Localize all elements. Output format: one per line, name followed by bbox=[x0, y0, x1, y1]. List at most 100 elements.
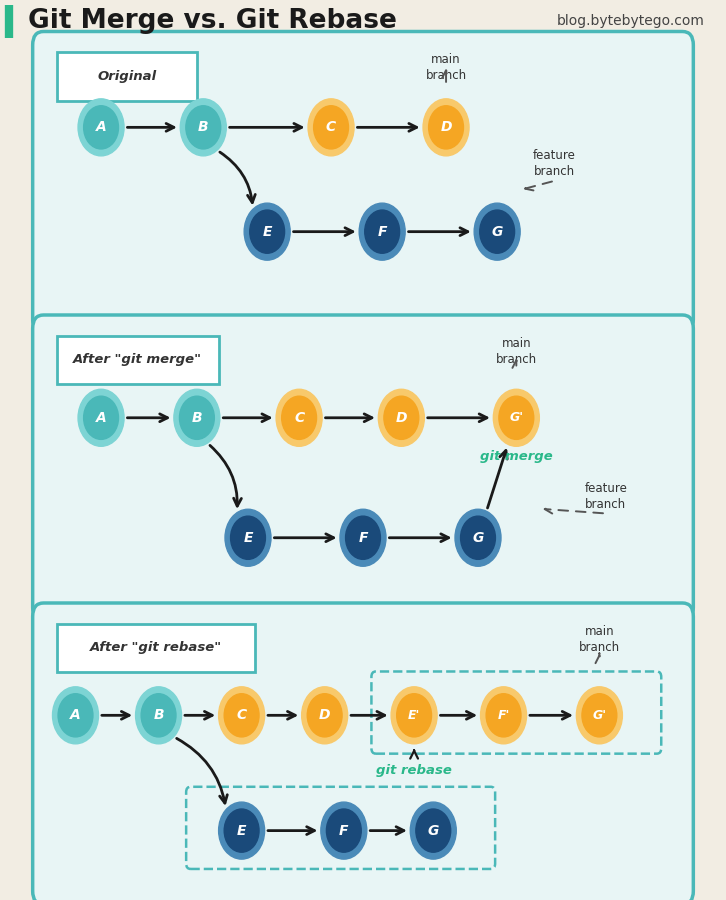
Circle shape bbox=[396, 694, 431, 737]
Circle shape bbox=[136, 687, 182, 743]
Text: Git Merge vs. Git Rebase: Git Merge vs. Git Rebase bbox=[28, 8, 396, 33]
FancyArrowPatch shape bbox=[102, 711, 129, 719]
Circle shape bbox=[314, 106, 348, 149]
Circle shape bbox=[219, 802, 264, 859]
Text: C: C bbox=[326, 121, 336, 134]
Text: G: G bbox=[428, 824, 439, 838]
Text: D: D bbox=[440, 121, 452, 134]
Circle shape bbox=[384, 396, 419, 439]
Circle shape bbox=[499, 396, 534, 439]
Text: F: F bbox=[358, 531, 368, 544]
Text: C: C bbox=[237, 708, 247, 723]
FancyArrowPatch shape bbox=[409, 228, 468, 236]
Text: G': G' bbox=[592, 709, 606, 722]
Circle shape bbox=[78, 390, 124, 446]
Circle shape bbox=[174, 390, 220, 446]
Circle shape bbox=[83, 396, 118, 439]
Circle shape bbox=[52, 687, 99, 743]
Circle shape bbox=[359, 203, 405, 260]
Circle shape bbox=[78, 99, 124, 156]
FancyArrowPatch shape bbox=[127, 123, 174, 131]
Circle shape bbox=[416, 809, 451, 852]
Circle shape bbox=[480, 210, 515, 253]
Text: D: D bbox=[319, 708, 330, 723]
Circle shape bbox=[346, 516, 380, 560]
Circle shape bbox=[321, 802, 367, 859]
Text: feature
branch: feature branch bbox=[584, 482, 627, 511]
Circle shape bbox=[282, 396, 317, 439]
Circle shape bbox=[225, 509, 271, 566]
Text: A: A bbox=[70, 708, 81, 723]
Circle shape bbox=[494, 390, 539, 446]
Circle shape bbox=[180, 99, 227, 156]
Circle shape bbox=[576, 687, 622, 743]
FancyArrowPatch shape bbox=[127, 414, 168, 422]
Text: F: F bbox=[378, 225, 387, 238]
Text: E': E' bbox=[408, 709, 420, 722]
Text: G: G bbox=[473, 531, 484, 544]
FancyArrowPatch shape bbox=[487, 451, 507, 508]
Circle shape bbox=[378, 390, 424, 446]
Circle shape bbox=[58, 694, 93, 737]
Text: After "git rebase": After "git rebase" bbox=[90, 642, 221, 654]
Text: G': G' bbox=[509, 411, 523, 424]
FancyArrowPatch shape bbox=[274, 534, 333, 542]
Circle shape bbox=[474, 203, 520, 260]
FancyArrowPatch shape bbox=[293, 228, 353, 236]
FancyArrowPatch shape bbox=[544, 506, 603, 514]
FancyArrowPatch shape bbox=[351, 711, 385, 719]
Circle shape bbox=[327, 809, 362, 852]
FancyArrowPatch shape bbox=[370, 827, 404, 834]
Circle shape bbox=[428, 106, 463, 149]
Text: After "git merge": After "git merge" bbox=[73, 354, 202, 366]
Circle shape bbox=[460, 516, 495, 560]
Circle shape bbox=[141, 694, 176, 737]
FancyArrowPatch shape bbox=[268, 827, 314, 834]
Circle shape bbox=[481, 687, 526, 743]
Text: B: B bbox=[198, 121, 208, 134]
Circle shape bbox=[244, 203, 290, 260]
Circle shape bbox=[224, 694, 259, 737]
FancyArrowPatch shape bbox=[325, 414, 372, 422]
FancyArrowPatch shape bbox=[176, 738, 227, 803]
FancyArrowPatch shape bbox=[210, 446, 242, 506]
Circle shape bbox=[364, 210, 399, 253]
Circle shape bbox=[486, 694, 521, 737]
Text: A: A bbox=[96, 410, 107, 425]
FancyArrowPatch shape bbox=[442, 70, 450, 82]
Circle shape bbox=[231, 516, 266, 560]
Circle shape bbox=[410, 802, 456, 859]
Text: Original: Original bbox=[97, 70, 156, 83]
Circle shape bbox=[179, 396, 214, 439]
Text: D: D bbox=[396, 410, 407, 425]
FancyBboxPatch shape bbox=[57, 336, 219, 384]
FancyBboxPatch shape bbox=[33, 32, 693, 333]
FancyArrowPatch shape bbox=[357, 123, 417, 131]
FancyArrowPatch shape bbox=[595, 653, 603, 663]
Text: main
branch: main branch bbox=[425, 53, 467, 82]
Circle shape bbox=[302, 687, 348, 743]
FancyBboxPatch shape bbox=[57, 52, 197, 101]
Text: F': F' bbox=[497, 709, 510, 722]
Circle shape bbox=[186, 106, 221, 149]
Circle shape bbox=[391, 687, 437, 743]
Text: blog.bytebytego.com: blog.bytebytego.com bbox=[556, 14, 704, 28]
Text: main
branch: main branch bbox=[496, 337, 537, 366]
Circle shape bbox=[276, 390, 322, 446]
Circle shape bbox=[308, 99, 354, 156]
Circle shape bbox=[224, 809, 259, 852]
Text: git merge: git merge bbox=[480, 450, 552, 464]
Text: B: B bbox=[153, 708, 164, 723]
FancyArrowPatch shape bbox=[223, 414, 269, 422]
Text: feature
branch: feature branch bbox=[533, 149, 576, 178]
Text: E: E bbox=[262, 225, 272, 238]
Circle shape bbox=[582, 694, 617, 737]
Circle shape bbox=[83, 106, 118, 149]
Circle shape bbox=[250, 210, 285, 253]
Text: F: F bbox=[339, 824, 348, 838]
FancyArrowPatch shape bbox=[185, 711, 212, 719]
FancyArrowPatch shape bbox=[513, 360, 521, 368]
Text: git rebase: git rebase bbox=[376, 764, 452, 777]
FancyArrowPatch shape bbox=[525, 182, 552, 191]
Text: A: A bbox=[96, 121, 107, 134]
